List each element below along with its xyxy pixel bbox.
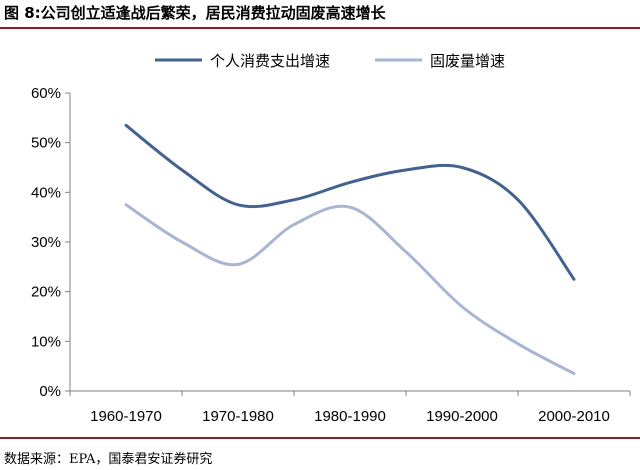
legend: 个人消费支出增速 固废量增速 <box>155 52 505 70</box>
axes: 0% 10% 20% 30% 40% 50% 60% 1960-1970 1970-1980 19… <box>31 85 631 425</box>
figure-title: 图 8:公司创立适逢战后繁荣，居民消费拉动固废高速增长 <box>4 4 386 22</box>
x-tick-label: 2000-2010 <box>538 408 610 425</box>
title-rule <box>0 27 640 29</box>
y-tick-label: 50% <box>31 135 61 152</box>
series-line-1 <box>124 123 576 281</box>
x-tick-label: 1980-1990 <box>314 408 386 425</box>
legend-label-1: 个人消费支出增速 <box>210 52 330 70</box>
x-tick-label: 1990-2000 <box>426 408 498 425</box>
y-tick-label: 30% <box>31 234 61 251</box>
source-note: 数据来源：EPA，国泰君安证券研究 <box>4 452 213 467</box>
x-tick-label: 1970-1980 <box>202 408 274 425</box>
legend-label-2: 固废量增速 <box>430 52 505 70</box>
y-tick-label: 0% <box>39 383 61 400</box>
x-tick-label: 1960-1970 <box>90 408 162 425</box>
y-tick-label: 60% <box>31 85 61 102</box>
series-line-2 <box>124 203 576 376</box>
y-tick-label: 40% <box>31 184 61 201</box>
bottom-rule <box>0 437 640 439</box>
y-tick-label: 10% <box>31 333 61 350</box>
y-tick-label: 20% <box>31 284 61 301</box>
line-chart: 个人消费支出增速 固废量增速 0% 10% 20% 30% 40% 50% 60% 1960-1… <box>31 52 631 425</box>
series-group <box>124 123 576 376</box>
